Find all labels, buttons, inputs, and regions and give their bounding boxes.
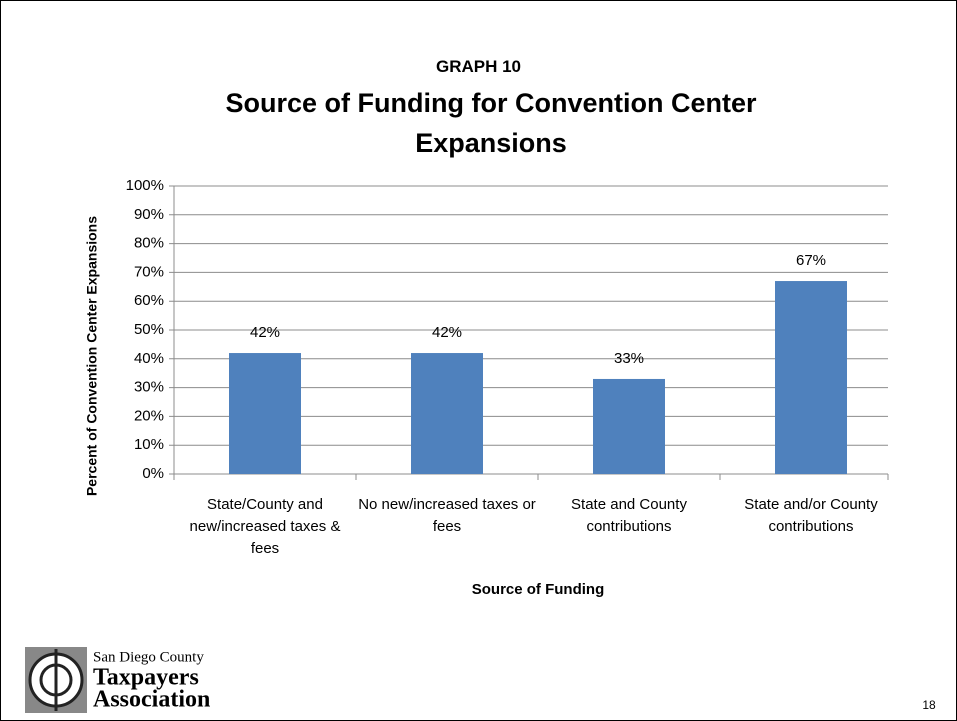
y-axis-label: Percent of Convention Center Expansions [84, 216, 100, 496]
logo-text: San Diego County [93, 649, 204, 665]
chart-label: GRAPH 10 [435, 57, 522, 76]
x-tick-label: No new/increased taxes or fees [358, 496, 536, 535]
x-axis-label: Source of Funding [472, 581, 605, 598]
bar [775, 281, 847, 474]
bar [229, 353, 301, 474]
logo: San Diego County Taxpayers Association [25, 647, 210, 713]
data-label: 42% [432, 324, 462, 341]
y-tick-label: 40% [134, 350, 164, 367]
y-tick-label: 10% [134, 436, 164, 453]
bar [593, 378, 665, 474]
y-tick-label: 80% [134, 235, 164, 252]
bar [411, 353, 483, 474]
data-label: 67% [796, 252, 826, 269]
chart-title: Source of Funding for Convention Center … [225, 88, 757, 158]
y-tick-label: 70% [134, 263, 164, 280]
y-tick-label: 60% [134, 292, 164, 309]
y-tick-label: 30% [134, 379, 164, 396]
y-tick-label: 20% [134, 407, 164, 424]
x-tick-label: State/County and new/increased taxes & f… [189, 496, 341, 557]
x-tick-label: State and County contributions [571, 496, 687, 535]
page-number: 18 [922, 698, 936, 712]
data-label: 33% [614, 350, 644, 367]
logo-text: Taxpayers [93, 665, 199, 691]
x-tick-label: State and/or County contributions [744, 496, 878, 535]
y-tick-label: 0% [142, 465, 164, 482]
y-tick-label: 50% [134, 321, 164, 338]
y-tick-label: 100% [126, 177, 164, 194]
logo-text: Association [93, 687, 210, 713]
y-tick-label: 90% [134, 206, 164, 223]
data-label: 42% [250, 324, 280, 341]
